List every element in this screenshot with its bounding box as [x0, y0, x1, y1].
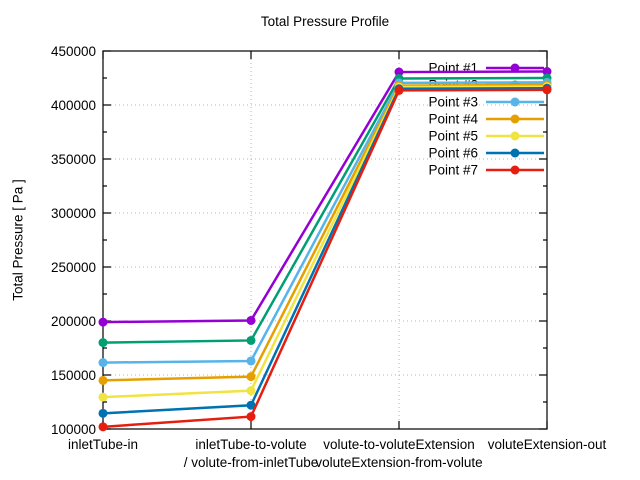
- series-line-point-7: [102, 88, 548, 429]
- y-tick-label: 250000: [51, 260, 96, 275]
- series-marker-point-3: [246, 356, 256, 366]
- series-marker-point-6: [98, 408, 108, 418]
- legend-label: Point #3: [428, 95, 478, 110]
- y-tick-label: 200000: [51, 314, 96, 329]
- legend-sample-dot: [510, 165, 520, 175]
- series-marker-point-7: [246, 412, 256, 422]
- legend-label: Point #6: [428, 146, 478, 161]
- legend-sample-dot: [510, 131, 520, 141]
- chart-title: Total Pressure Profile: [260, 14, 390, 29]
- series-line-point-2: [102, 76, 548, 344]
- series-marker-point-2: [98, 338, 108, 348]
- x-tick-label: voluteExtension-from-volute: [315, 455, 482, 470]
- series-marker-point-3: [98, 358, 108, 368]
- series-marker-point-7: [98, 422, 108, 432]
- legend-sample-dot: [510, 148, 520, 158]
- series-marker-point-7: [542, 85, 552, 95]
- series-marker-point-1: [98, 317, 108, 327]
- series-marker-point-7: [394, 85, 404, 95]
- y-tick-label: 350000: [51, 152, 96, 167]
- x-tick-label: inletTube-in: [68, 437, 138, 452]
- x-tick-label: / volute-from-inletTube: [184, 455, 319, 470]
- x-tick-label: voluteExtension-out: [488, 437, 607, 452]
- legend-label: Point #7: [428, 163, 478, 178]
- x-tick-label: inletTube-to-volute: [195, 437, 306, 452]
- series-line-point-5: [102, 85, 548, 399]
- series-marker-point-2: [246, 335, 256, 345]
- y-tick-label: 400000: [51, 98, 96, 113]
- y-tick-label: 450000: [51, 44, 96, 59]
- legend-sample-dot: [510, 63, 520, 73]
- series-marker-point-1: [246, 315, 256, 325]
- series-marker-point-1: [394, 67, 404, 77]
- legend-label: Point #4: [428, 112, 478, 127]
- series-line-point-1: [102, 70, 548, 324]
- series-marker-point-4: [246, 372, 256, 382]
- series-line-point-4: [102, 83, 548, 382]
- y-axis-label: Total Pressure [ Pa ]: [10, 179, 26, 301]
- series-line-point-6: [102, 87, 548, 415]
- series-marker-point-4: [98, 375, 108, 385]
- y-tick-label: 300000: [51, 206, 96, 221]
- legend-sample-dot: [510, 114, 520, 124]
- series-marker-point-6: [246, 400, 256, 410]
- series-line-point-3: [102, 81, 548, 364]
- legend-sample-dot: [510, 97, 520, 107]
- series-marker-point-5: [246, 386, 256, 396]
- series-marker-point-5: [98, 392, 108, 402]
- series-marker-point-1: [542, 67, 552, 77]
- legend-label: Point #5: [428, 129, 478, 144]
- x-tick-label: volute-to-voluteExtension: [323, 437, 475, 452]
- y-tick-label: 100000: [51, 422, 96, 437]
- y-tick-label: 150000: [51, 368, 96, 383]
- legend-label: Point #1: [428, 61, 478, 76]
